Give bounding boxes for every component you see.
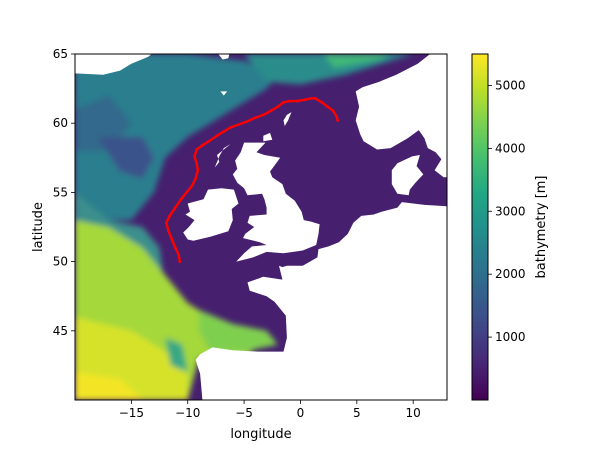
track-point: [207, 139, 211, 143]
y-tick-label: 55: [53, 185, 68, 199]
y-tick-label: 50: [53, 255, 68, 269]
y-axis-ticks: 45 50 55 60 65: [53, 47, 75, 338]
track-point: [303, 98, 307, 102]
track-point: [164, 221, 168, 225]
track-point: [215, 134, 219, 138]
land-north-islet: [218, 54, 230, 60]
colorbar-ticks: 1000 2000 3000 4000 5000: [488, 78, 526, 344]
y-tick-label: 45: [53, 324, 68, 338]
track-point: [195, 148, 199, 151]
track-point: [269, 109, 273, 113]
y-tick-label: 60: [53, 116, 68, 130]
track-point: [254, 116, 257, 120]
track-point: [287, 99, 291, 103]
norwegian-sea-region: [244, 54, 414, 85]
colorbar-tick-label: 4000: [495, 141, 526, 155]
track-point: [177, 253, 181, 257]
x-tick-label: 0: [297, 406, 305, 420]
track-point: [331, 109, 335, 113]
colorbar-tick-label: 1000: [495, 330, 526, 344]
track-point: [310, 96, 314, 100]
track-point: [190, 184, 194, 187]
biscay-deep-region: [199, 310, 278, 352]
axes-frame: [74, 53, 448, 401]
track-point: [170, 238, 174, 241]
rockall-plateau-region: [97, 137, 154, 179]
land-continental-europe: [195, 202, 447, 400]
track-point: [196, 168, 200, 172]
track-point: [195, 161, 199, 165]
x-tick-label: −10: [175, 406, 200, 420]
track-point: [168, 214, 172, 218]
track-point: [261, 113, 265, 117]
land-denmark: [391, 155, 424, 196]
iberian-margin-region: [165, 337, 188, 373]
x-axis-label: longitude: [230, 427, 291, 442]
track-point: [173, 206, 177, 210]
track-point: [193, 155, 196, 158]
track-point: [185, 191, 189, 194]
track-point: [244, 120, 248, 124]
track-point: [194, 177, 198, 181]
track-point: [320, 101, 324, 104]
x-tick-label: −5: [235, 406, 253, 420]
land-shetland: [283, 112, 292, 126]
track-point: [282, 101, 285, 104]
track-point: [178, 260, 182, 263]
x-tick-label: −15: [119, 406, 144, 420]
iceland-basin-region: [75, 54, 278, 221]
land-outer-hebrides: [214, 144, 231, 168]
deepest-abyssal-region: [75, 372, 143, 400]
track-point: [336, 119, 340, 122]
colorbar-tick-label: 2000: [495, 267, 526, 281]
y-axis-label: latitude: [31, 202, 46, 252]
track-point: [276, 105, 280, 108]
land-iceland: [75, 54, 152, 75]
track-point: [295, 99, 299, 103]
land-ireland: [183, 188, 239, 241]
land-mask: [75, 54, 447, 400]
track-point: [326, 105, 329, 108]
track-point: [173, 246, 177, 250]
track-point: [335, 114, 338, 118]
track-point: [179, 197, 183, 201]
colorbar-tick-label: 5000: [495, 78, 526, 92]
colorbar: [471, 53, 489, 401]
track-point: [229, 126, 233, 129]
y-tick-label: 65: [53, 47, 68, 61]
track-point: [237, 123, 240, 126]
land-great-britain: [232, 142, 320, 262]
x-axis-ticks: −15 −10 −5 0 5 10: [119, 400, 421, 420]
norwegian-basin-region: [323, 54, 391, 68]
track-point: [222, 130, 226, 133]
x-tick-label: 5: [353, 406, 361, 420]
land-orkney: [263, 132, 273, 142]
ship-track: [164, 96, 340, 263]
colorbar-label: bathymetry [m]: [534, 176, 549, 279]
land-scandinavia: [355, 54, 447, 178]
track-point: [201, 143, 204, 147]
land-faroe-islands: [220, 91, 228, 96]
colorbar-tick-label: 3000: [495, 204, 526, 218]
track-point: [167, 229, 171, 233]
track-point: [313, 96, 317, 100]
x-tick-label: 10: [406, 406, 421, 420]
